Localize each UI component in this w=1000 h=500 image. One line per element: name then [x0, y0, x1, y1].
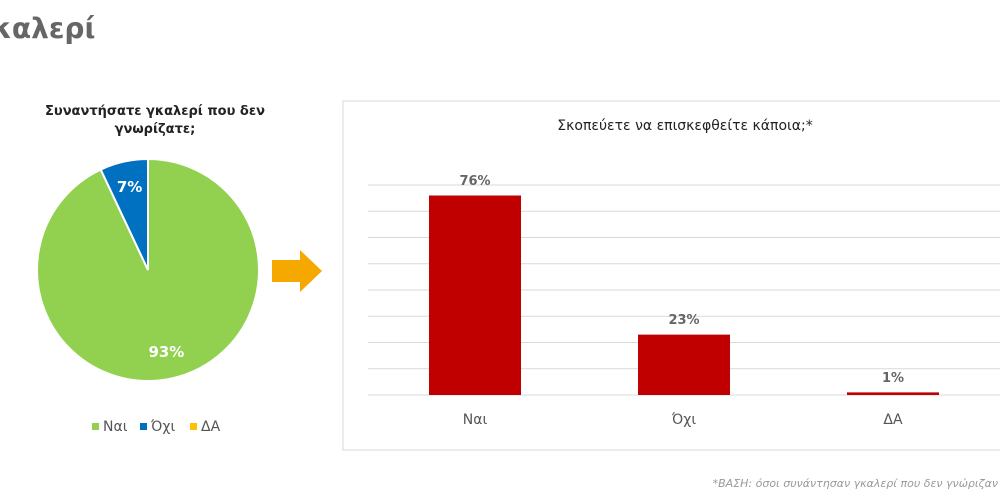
- data-label: 7%: [117, 178, 142, 196]
- arrow: [272, 250, 322, 292]
- legend-label: Ναι: [103, 419, 128, 435]
- x-tick-label: Όχι: [671, 412, 696, 428]
- data-label: 93%: [148, 343, 184, 361]
- bar: [847, 392, 939, 395]
- x-tick-label: Ναι: [463, 412, 488, 428]
- bar: [638, 334, 730, 395]
- footnote: *ΒΑΣΗ: όσοι συνάντησαν γκαλερί που δεν γ…: [713, 477, 998, 490]
- legend-swatch: [140, 423, 147, 430]
- chart-title: Συναντήσατε γκαλερί που δεν γνωρίζατε;: [45, 104, 265, 137]
- data-label: 23%: [668, 313, 699, 328]
- legend-label: ΔΑ: [201, 419, 221, 435]
- data-label: 76%: [459, 174, 490, 189]
- page-title: καλερί: [0, 12, 95, 45]
- chart-title: Σκοπεύετε να επισκεφθείτε κάποια;*: [557, 118, 812, 134]
- legend-swatch: [92, 423, 99, 430]
- legend-swatch: [190, 423, 197, 430]
- legend-label: Όχι: [150, 419, 175, 435]
- x-tick-label: ΔΑ: [883, 412, 903, 428]
- pie-slice: [99, 157, 149, 271]
- bar: [429, 195, 521, 395]
- data-label: 1%: [882, 371, 904, 386]
